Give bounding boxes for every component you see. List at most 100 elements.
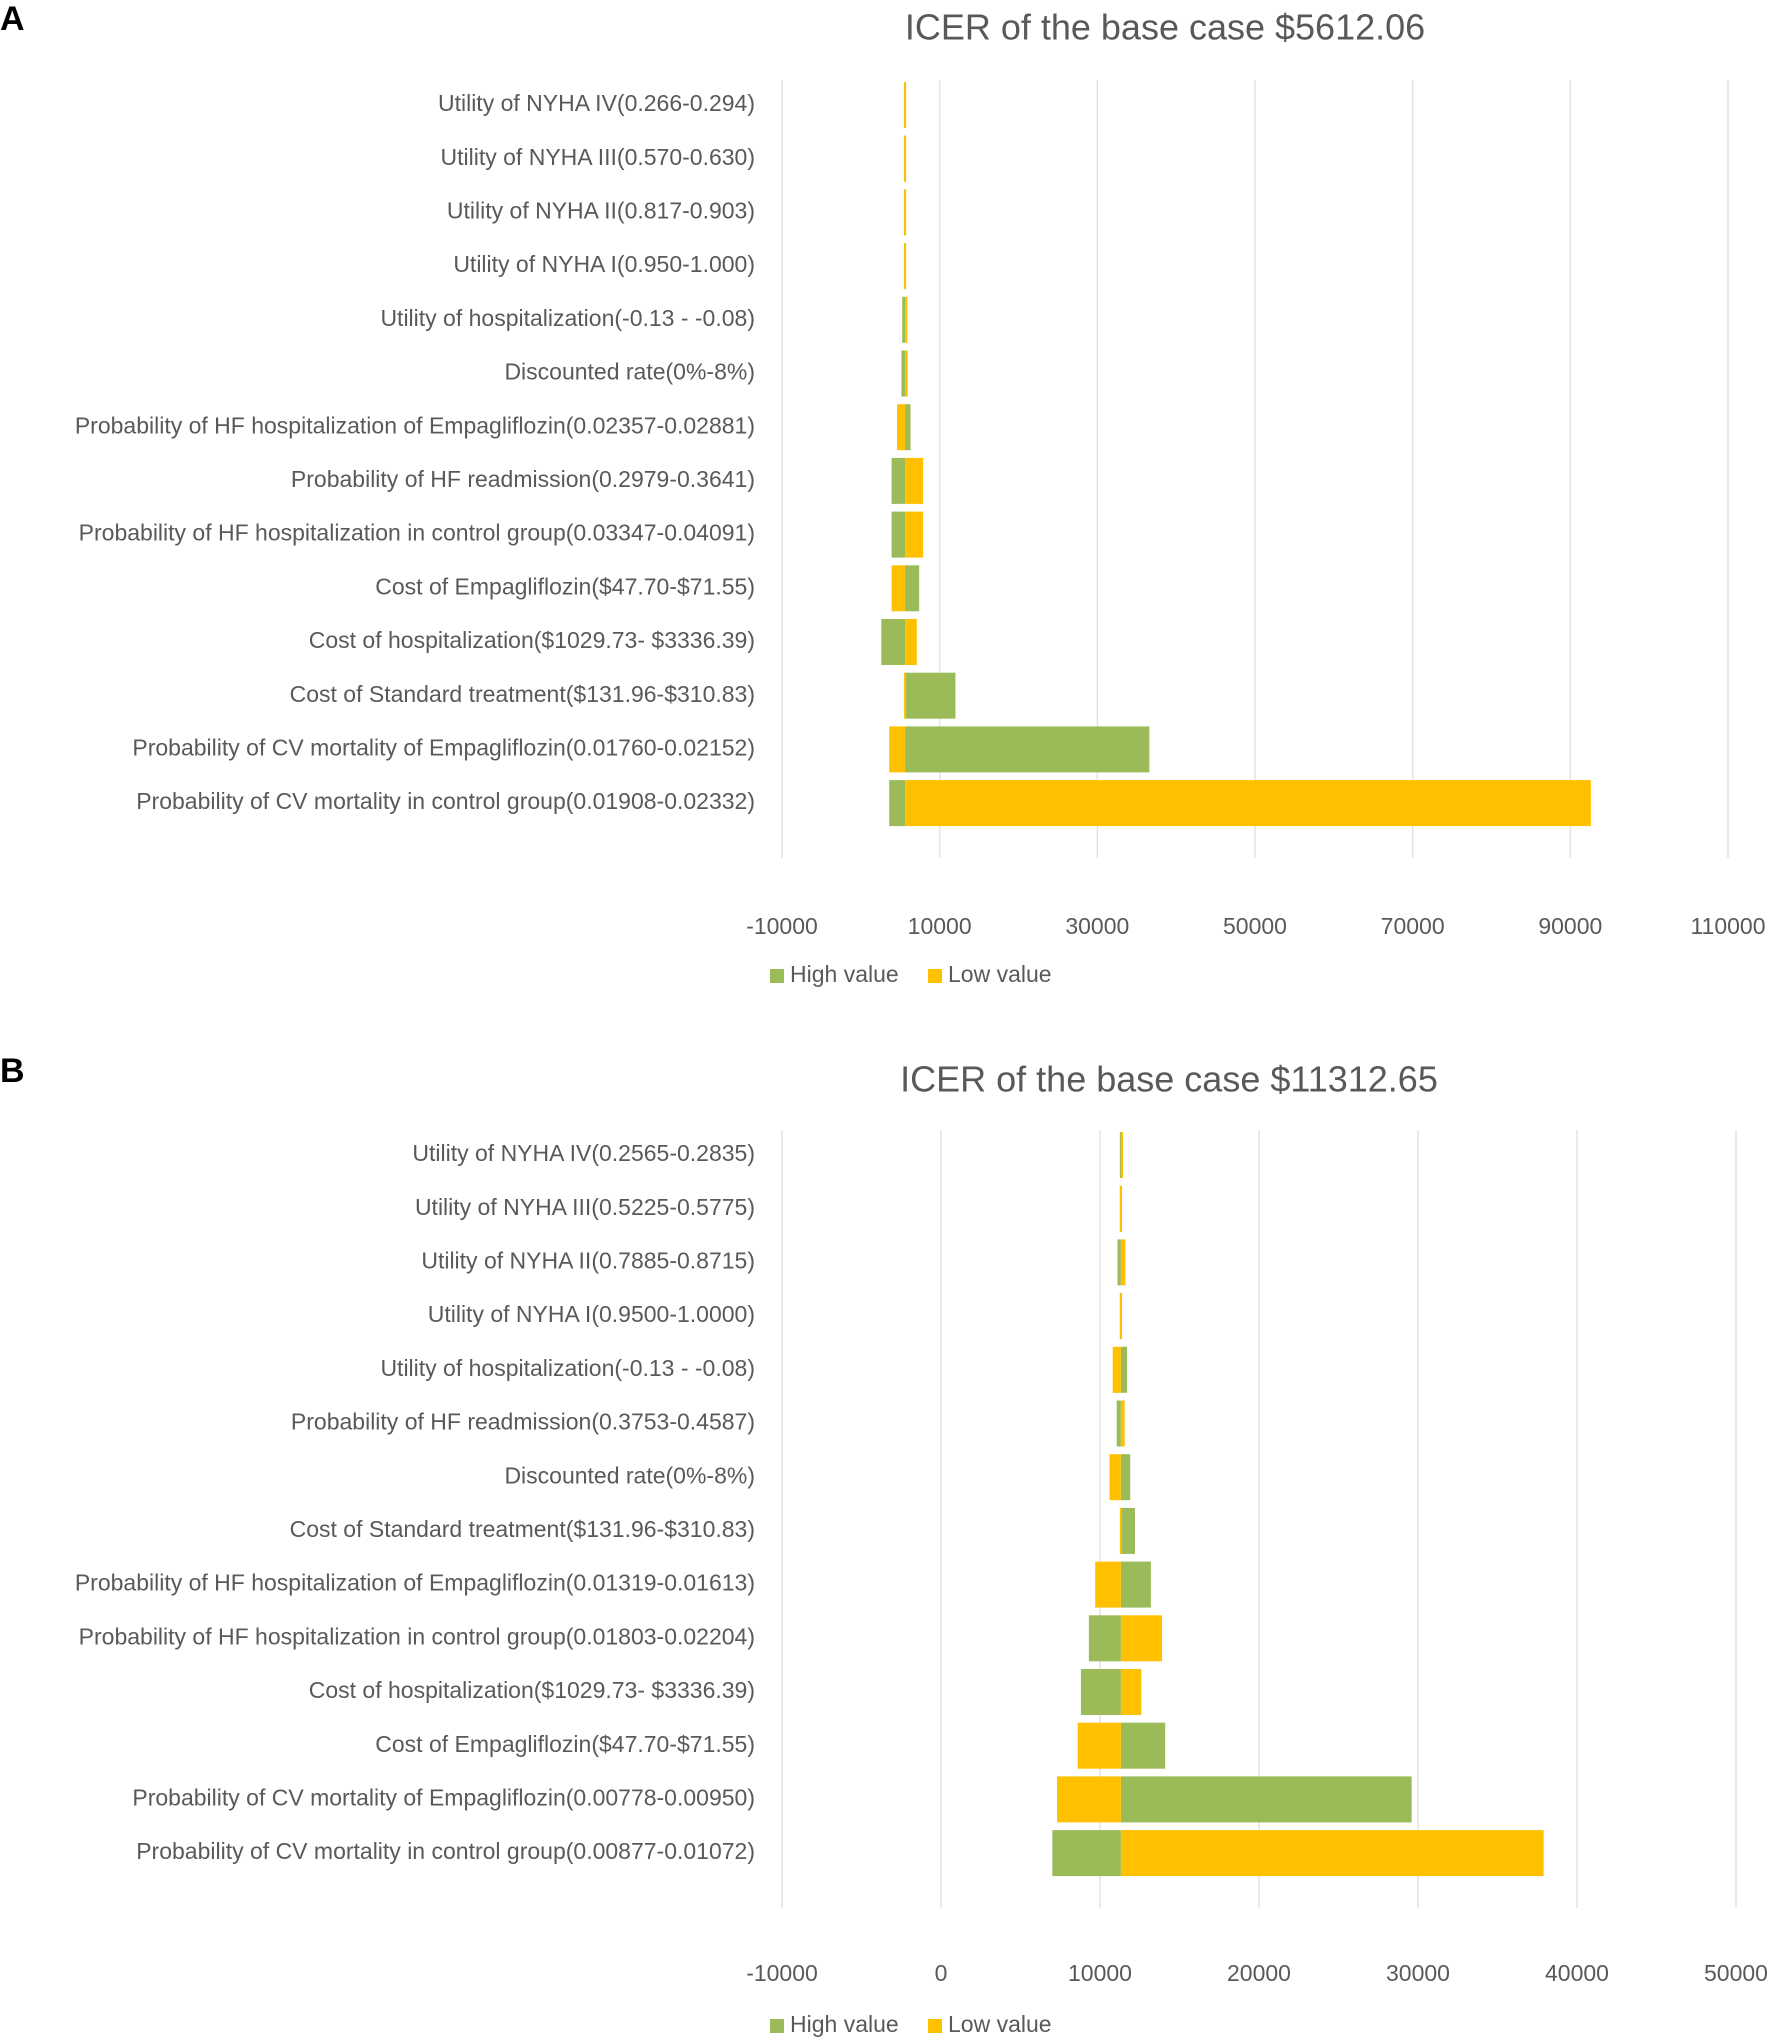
category-label: Discounted rate(0%-8%)	[504, 359, 755, 385]
low-value-bar	[1057, 1776, 1121, 1823]
high-value-bar	[881, 619, 906, 665]
low-value-bar	[904, 82, 907, 128]
high-value-bar	[1120, 1346, 1128, 1393]
x-tick-label: 20000	[1227, 1960, 1291, 1986]
category-label: Utility of NYHA II(0.817-0.903)	[447, 197, 755, 223]
category-label: Probability of HF hospitalization in con…	[79, 520, 755, 546]
high-value-bar	[891, 511, 906, 558]
x-tick-label: 30000	[1065, 913, 1129, 939]
category-label: Probability of HF hospitalization in con…	[79, 1623, 755, 1649]
category-label: Probability of CV mortality of Empaglifl…	[132, 734, 755, 760]
legend-high-value-swatch	[770, 2019, 784, 2033]
low-value-bar	[1077, 1722, 1121, 1769]
category-label: Utility of hospitalization(-0.13 - -0.08…	[380, 1355, 755, 1381]
category-label: Probability of CV mortality in control g…	[136, 788, 755, 814]
low-value-bar	[1120, 1615, 1163, 1662]
high-value-bar	[1080, 1669, 1121, 1715]
high-value-bar	[1117, 1239, 1121, 1286]
low-value-bar	[905, 511, 924, 558]
x-tick-label: -10000	[746, 913, 818, 939]
legend-high-value: High value	[770, 961, 899, 987]
high-value-bar	[901, 350, 906, 397]
low-value-bar	[905, 296, 908, 343]
x-tick-label: 50000	[1704, 1960, 1768, 1986]
category-label: Utility of NYHA IV(0.266-0.294)	[438, 90, 755, 116]
x-tick-label: 40000	[1545, 1960, 1609, 1986]
high-value-bar	[891, 457, 906, 504]
low-value-bar	[905, 350, 908, 397]
high-value-bar	[902, 296, 906, 343]
category-label: Cost of Standard treatment($131.96-$310.…	[290, 681, 755, 707]
category-label: Cost of Empagliflozin($47.70-$71.55)	[375, 1731, 755, 1757]
legend-low-value: Low value	[928, 2011, 1052, 2037]
category-label: Cost of Standard treatment($131.96-$310.…	[290, 1516, 755, 1542]
category-label: Utility of NYHA III(0.570-0.630)	[441, 144, 755, 170]
high-value-bar	[905, 565, 920, 612]
legend-low-value-swatch	[928, 969, 942, 983]
high-value-bar	[1052, 1830, 1121, 1877]
low-value-bar	[1120, 1132, 1124, 1178]
legend-high-value: High value	[770, 2011, 899, 2037]
low-value-bar	[1120, 1239, 1126, 1286]
category-label: Probability of HF hospitalization of Emp…	[75, 1570, 755, 1596]
low-value-bar	[1120, 1830, 1544, 1877]
category-label: Probability of HF readmission(0.3753-0.4…	[291, 1409, 755, 1435]
chart-panel-b: ICER of the base case $11312.65 -10000 0 10…	[75, 1059, 1768, 2038]
low-value-bar	[1112, 1346, 1121, 1393]
x-tick-label: 10000	[1068, 1960, 1132, 1986]
x-tick-label: -10000	[746, 1960, 818, 1986]
category-label: Probability of HF readmission(0.2979-0.3…	[291, 466, 755, 492]
category-label: Probability of HF hospitalization of Emp…	[75, 412, 755, 438]
category-label: Utility of NYHA I(0.9500-1.0000)	[428, 1301, 755, 1327]
low-value-bar	[904, 135, 907, 182]
category-label: Utility of NYHA III(0.5225-0.5775)	[415, 1194, 755, 1220]
low-value-bar	[1109, 1454, 1121, 1501]
chart-title: ICER of the base case $11312.65	[900, 1059, 1438, 1100]
low-value-bar	[1095, 1561, 1121, 1608]
legend-high-value-label: High value	[790, 2011, 899, 2037]
low-value-bar	[905, 457, 924, 504]
high-value-bar	[1120, 1454, 1131, 1501]
low-value-bar	[1120, 1669, 1142, 1715]
x-tick-label: 50000	[1223, 913, 1287, 939]
x-tick-label: 30000	[1386, 1960, 1450, 1986]
x-tick-label: 90000	[1538, 913, 1602, 939]
x-tick-label: 110000	[1690, 913, 1765, 939]
category-label: Utility of hospitalization(-0.13 - -0.08…	[380, 305, 755, 331]
x-tick-label: 10000	[908, 913, 972, 939]
high-value-bar	[905, 726, 1150, 773]
high-value-bar	[1116, 1400, 1121, 1447]
low-value-bar	[1120, 1400, 1125, 1447]
high-value-bar	[1088, 1615, 1121, 1662]
x-tick-label: 70000	[1381, 913, 1445, 939]
low-value-bar	[904, 243, 907, 290]
low-value-bar	[891, 565, 906, 612]
category-label: Cost of Empagliflozin($47.70-$71.55)	[375, 573, 755, 599]
low-value-bar	[905, 619, 917, 665]
low-value-bar	[904, 672, 907, 719]
chart-title: ICER of the base case $5612.06	[905, 7, 1425, 48]
low-value-bar	[904, 189, 907, 236]
category-label: Discounted rate(0%-8%)	[504, 1462, 755, 1488]
high-value-bar	[1120, 1776, 1412, 1823]
low-value-bar	[897, 404, 906, 451]
category-label: Cost of hospitalization($1029.73- $3336.…	[309, 1677, 755, 1703]
high-value-bar	[1120, 1561, 1151, 1608]
low-value-bar	[889, 726, 906, 773]
high-value-bar	[1120, 1507, 1135, 1554]
panel-a-letter: A	[0, 0, 25, 38]
legend-low-value-swatch	[928, 2019, 942, 2033]
category-label: Utility of NYHA I(0.950-1.000)	[453, 251, 755, 277]
category-label: Probability of CV mortality of Empaglifl…	[132, 1784, 755, 1810]
legend-low-value-label: Low value	[948, 961, 1052, 987]
legend-high-value-swatch	[770, 969, 784, 983]
low-value-bar	[1119, 1293, 1122, 1340]
panel-b-letter: B	[0, 1052, 25, 1090]
category-label: Utility of NYHA IV(0.2565-0.2835)	[412, 1140, 755, 1166]
high-value-bar	[889, 780, 906, 827]
low-value-bar	[1119, 1185, 1122, 1232]
legend-low-value: Low value	[928, 961, 1052, 987]
category-label: Probability of CV mortality in control g…	[136, 1838, 755, 1864]
category-label: Cost of hospitalization($1029.73- $3336.…	[309, 627, 755, 653]
